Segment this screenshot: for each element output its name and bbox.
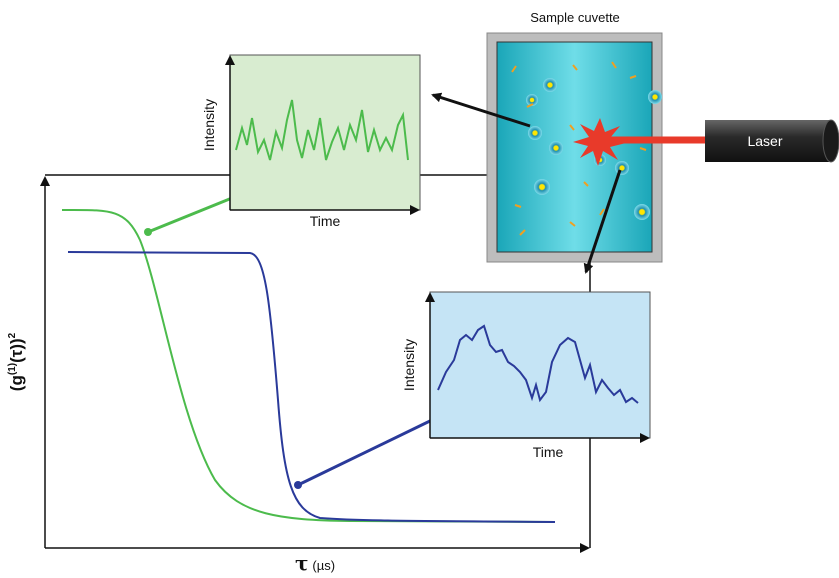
green-connector <box>147 196 233 234</box>
green-plot-axes <box>225 55 420 215</box>
y-label-mid: (τ)) <box>7 338 26 363</box>
y-label-sup1: (1) <box>7 363 18 375</box>
cuvette-label: Sample cuvette <box>530 10 620 25</box>
laser-label: Laser <box>747 133 782 149</box>
blue-dot <box>294 481 302 489</box>
y-label-base: (g <box>7 375 26 391</box>
x-label-symbol: τ <box>295 551 308 575</box>
green-dot <box>144 228 152 236</box>
green-x-label: Time <box>310 213 341 229</box>
green-signal <box>235 99 409 161</box>
green-y-label: Intensity <box>201 99 217 151</box>
laser-body <box>705 120 831 162</box>
cuvette-liquid <box>496 41 653 253</box>
x-axis-label: τ (µs) <box>295 551 335 575</box>
blue-plot-box <box>429 291 651 439</box>
arrow-to-blue <box>583 169 622 274</box>
laser-end <box>822 119 839 163</box>
blue-connector <box>297 418 433 487</box>
arrow-to-green <box>431 92 531 128</box>
blue-plot-axes <box>425 292 650 443</box>
blue-signal <box>437 324 639 404</box>
blue-y-label: Intensity <box>401 339 417 391</box>
x-label-unit: (µs) <box>312 558 335 573</box>
y-label-sup2: 2 <box>7 332 18 338</box>
small-particles <box>511 61 647 236</box>
scatter-burst <box>573 118 626 166</box>
blue-x-label: Time <box>533 444 564 460</box>
y-axis-label: (g(1)(τ))2 <box>7 332 26 391</box>
green-plot-box <box>229 54 421 211</box>
blue-curve <box>67 251 556 523</box>
green-curve <box>61 208 556 523</box>
